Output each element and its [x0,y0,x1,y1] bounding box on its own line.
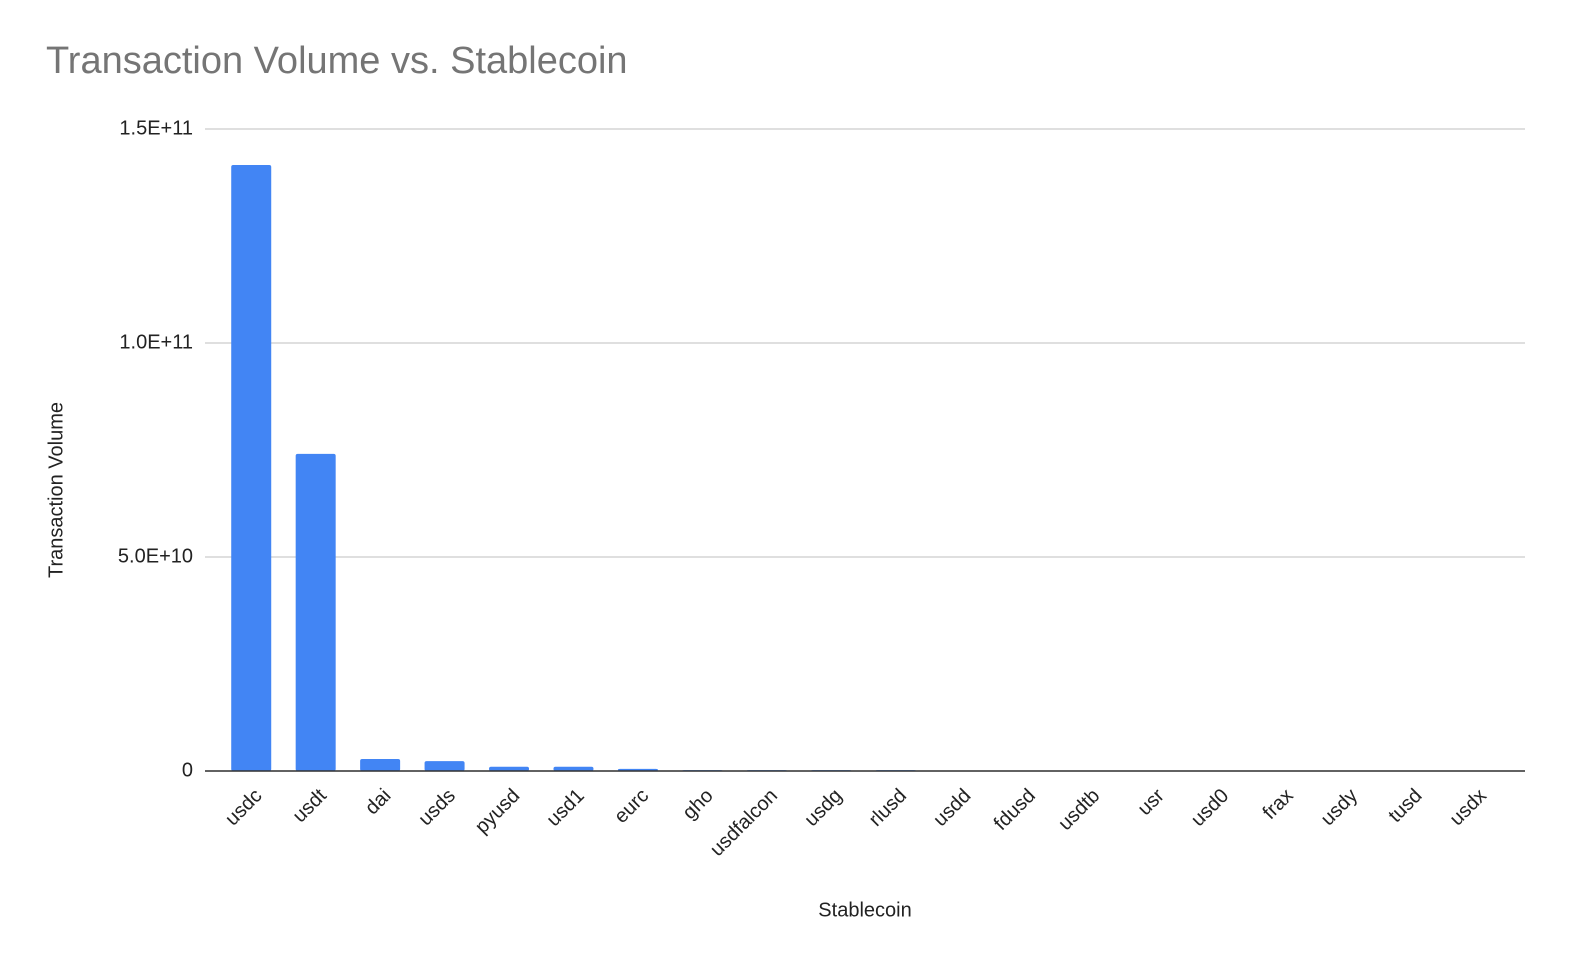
y-tick-label: 1.5E+11 [119,117,193,139]
x-tick-label: fdusd [990,785,1040,835]
y-axis-title: Transaction Volume [45,402,67,578]
x-tick-label: usdc [221,785,266,830]
x-tick-label: dai [361,785,395,819]
x-tick-label: usdx [1446,785,1491,830]
x-tick-label: usdfalcon [706,785,782,861]
x-tick-label: usdt [289,784,332,827]
y-tick-label: 1.0E+11 [119,331,193,353]
x-tick-label: usdd [929,785,975,831]
y-tick-label: 5.0E+10 [118,545,193,567]
chart-title: Transaction Volume vs. Stablecoin [46,40,628,82]
x-tick-label: usdg [800,785,846,831]
x-tick-label: gho [678,785,717,824]
bar [360,759,401,771]
x-tick-label: usd0 [1187,785,1233,831]
bar [553,766,594,771]
x-tick-label: rlusd [865,785,911,831]
x-tick-label: pyusd [471,785,524,838]
bar [295,453,336,771]
x-tick-label: usdy [1317,785,1362,830]
bar [489,766,530,771]
x-tick-label: tusd [1384,785,1426,827]
bar [231,164,272,771]
x-tick-label: eurc [610,785,653,828]
x-tick-label: usr [1134,784,1169,819]
x-tick-label: frax [1259,785,1298,824]
x-tick-label: usds [414,785,459,830]
x-axis-title: Stablecoin [818,899,911,921]
x-tick-label: usdtb [1054,785,1104,835]
bar [424,761,465,771]
x-tick-label: usd1 [543,785,589,831]
y-tick-label: 0 [182,759,193,781]
